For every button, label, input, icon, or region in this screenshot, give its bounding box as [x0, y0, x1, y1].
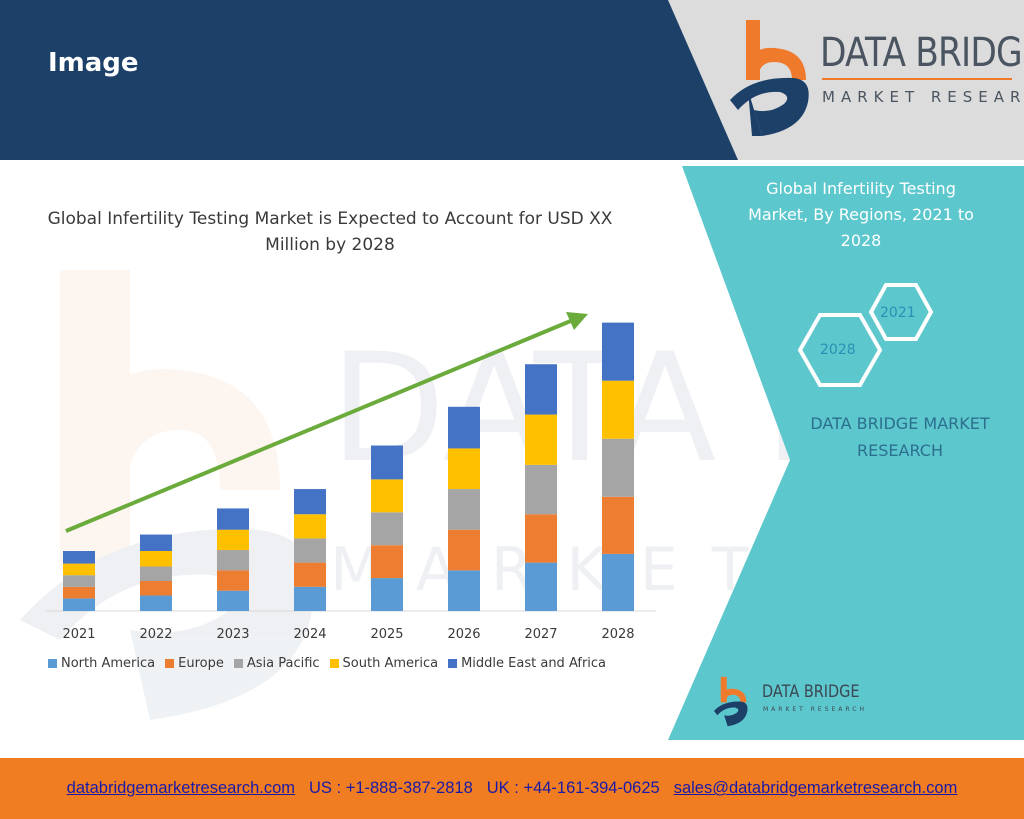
- bar-2028-middle-east-and-africa: [602, 322, 634, 381]
- legend-swatch: [48, 659, 57, 668]
- x-tick-label: 2027: [524, 627, 557, 642]
- bar-2027-middle-east-and-africa: [525, 364, 557, 415]
- logo-b-small-icon: [713, 676, 748, 727]
- logo-underline: [822, 78, 1012, 80]
- bar-2022-middle-east-and-africa: [140, 534, 172, 551]
- bar-2025-south-america: [371, 479, 403, 513]
- bar-2022-north-america: [140, 595, 172, 611]
- bar-2026-north-america: [448, 570, 480, 611]
- bar-2021-middle-east-and-africa: [63, 551, 95, 564]
- legend-item-asia-pacific: Asia Pacific: [233, 656, 320, 671]
- uk-phone: UK : +44-161-394-0625: [486, 779, 660, 797]
- region-panel-brand: DATA BRIDGE MARKET RESEARCH: [810, 414, 990, 460]
- legend-label: South America: [342, 656, 439, 671]
- x-tick-label: 2021: [62, 627, 95, 642]
- legend-label: Middle East and Africa: [461, 656, 607, 671]
- hex-label-2021: 2021: [880, 305, 916, 321]
- legend-swatch: [165, 659, 175, 668]
- bar-2028-south-america: [602, 380, 634, 439]
- bars-layer: [63, 322, 634, 611]
- bar-2025-europe: [371, 545, 403, 579]
- bar-2025-asia-pacific: [371, 512, 403, 546]
- bar-2022-europe: [140, 581, 172, 596]
- bar-2023-middle-east-and-africa: [217, 508, 249, 530]
- trend-arrow: [65, 312, 588, 533]
- logo-small-tagline: MARKET RESEARCH: [763, 706, 867, 713]
- logo-b-icon: [730, 20, 809, 136]
- legend-swatch: [329, 659, 339, 668]
- bar-2027-south-america: [525, 414, 557, 465]
- bar-2027-asia-pacific: [525, 464, 557, 515]
- brand-logo-small: DATA BRIDGE MARKET RESEARCH: [706, 676, 906, 732]
- bar-2024-south-america: [294, 514, 326, 539]
- bar-2023-south-america: [217, 529, 249, 551]
- bar-2028-europe: [602, 496, 634, 554]
- email-link[interactable]: sales@databridgemarketresearch.com: [673, 779, 958, 797]
- slide-title: Image: [48, 48, 139, 78]
- bar-2024-north-america: [294, 586, 326, 611]
- chart-legend: North America Europe Asia Pacific South …: [48, 656, 606, 671]
- bar-2022-south-america: [140, 551, 172, 567]
- x-tick-labels: 2021 2022 2023 2024 2025 2026 2027 2028: [62, 627, 634, 642]
- legend-item-north-america: North America: [48, 656, 155, 671]
- x-tick-label: 2028: [601, 627, 634, 642]
- legend-swatch: [233, 659, 243, 668]
- bar-2027-north-america: [525, 562, 557, 611]
- legend-label: North America: [61, 656, 156, 671]
- us-phone: US : +1-888-387-2818: [309, 779, 473, 797]
- footer-bar: databridgemarketresearch.com US : +1-888…: [0, 758, 1024, 819]
- header-shape: [0, 0, 738, 160]
- bar-2021-south-america: [63, 563, 95, 576]
- bar-2023-asia-pacific: [217, 550, 249, 571]
- hex-2028-shape: [797, 313, 883, 387]
- x-tick-label: 2025: [370, 627, 403, 642]
- bar-2021-europe: [63, 586, 95, 599]
- bar-2025-middle-east-and-africa: [371, 445, 403, 480]
- legend-swatch: [448, 659, 458, 668]
- bar-2026-europe: [448, 529, 480, 571]
- bar-2024-asia-pacific: [294, 538, 326, 563]
- hex-label-2028: 2028: [820, 342, 856, 358]
- bar-2028-north-america: [602, 553, 634, 611]
- bar-2023-north-america: [217, 590, 249, 611]
- website-link[interactable]: databridgemarketresearch.com: [66, 779, 296, 797]
- legend-label: Europe: [178, 656, 224, 671]
- bar-2027-europe: [525, 514, 557, 563]
- legend-item-south-america: South America: [329, 656, 439, 671]
- bar-2026-south-america: [448, 448, 480, 490]
- header-bar: Image DATA BRIDGE MARKET RESEARCH: [0, 0, 1024, 160]
- x-tick-label: 2024: [293, 627, 326, 642]
- bar-2025-north-america: [371, 578, 403, 611]
- legend-item-middle-east-africa: Middle East and Africa: [448, 656, 606, 671]
- region-panel: [668, 166, 1024, 740]
- legend-label: Asia Pacific: [246, 656, 320, 671]
- bar-2028-asia-pacific: [602, 438, 634, 497]
- bar-2021-asia-pacific: [63, 575, 95, 587]
- bar-2021-north-america: [63, 598, 95, 611]
- x-tick-label: 2023: [216, 627, 249, 642]
- brand-logo[interactable]: DATA BRIDGE MARKET RESEARCH: [722, 18, 1024, 143]
- x-tick-label: 2022: [139, 627, 172, 642]
- legend-item-europe: Europe: [165, 656, 224, 671]
- bar-2026-asia-pacific: [448, 489, 480, 530]
- hex-2021-shape: [868, 283, 934, 341]
- x-tick-label: 2026: [447, 627, 480, 642]
- chart-panel: DATA BRIDGE MARKET RESEARCH 2021 2022 2023…: [20, 166, 1024, 740]
- region-panel-title: Global Infertility Testing Market, By Re…: [748, 179, 974, 250]
- bar-2024-europe: [294, 562, 326, 587]
- logo-small-name: DATA BRIDGE: [762, 682, 860, 702]
- bar-2022-asia-pacific: [140, 566, 172, 581]
- bar-2023-europe: [217, 570, 249, 591]
- logo-tagline: MARKET RESEARCH: [822, 88, 1024, 106]
- bar-2026-middle-east-and-africa: [448, 406, 480, 449]
- bar-2024-middle-east-and-africa: [294, 489, 326, 515]
- logo-name: DATA BRIDGE: [820, 30, 1024, 76]
- chart-title: Global Infertility Testing Market is Exp…: [47, 209, 613, 255]
- content-area: DATA BRIDGE MARKET RESEARCH 2021 2022 2023…: [0, 160, 1024, 758]
